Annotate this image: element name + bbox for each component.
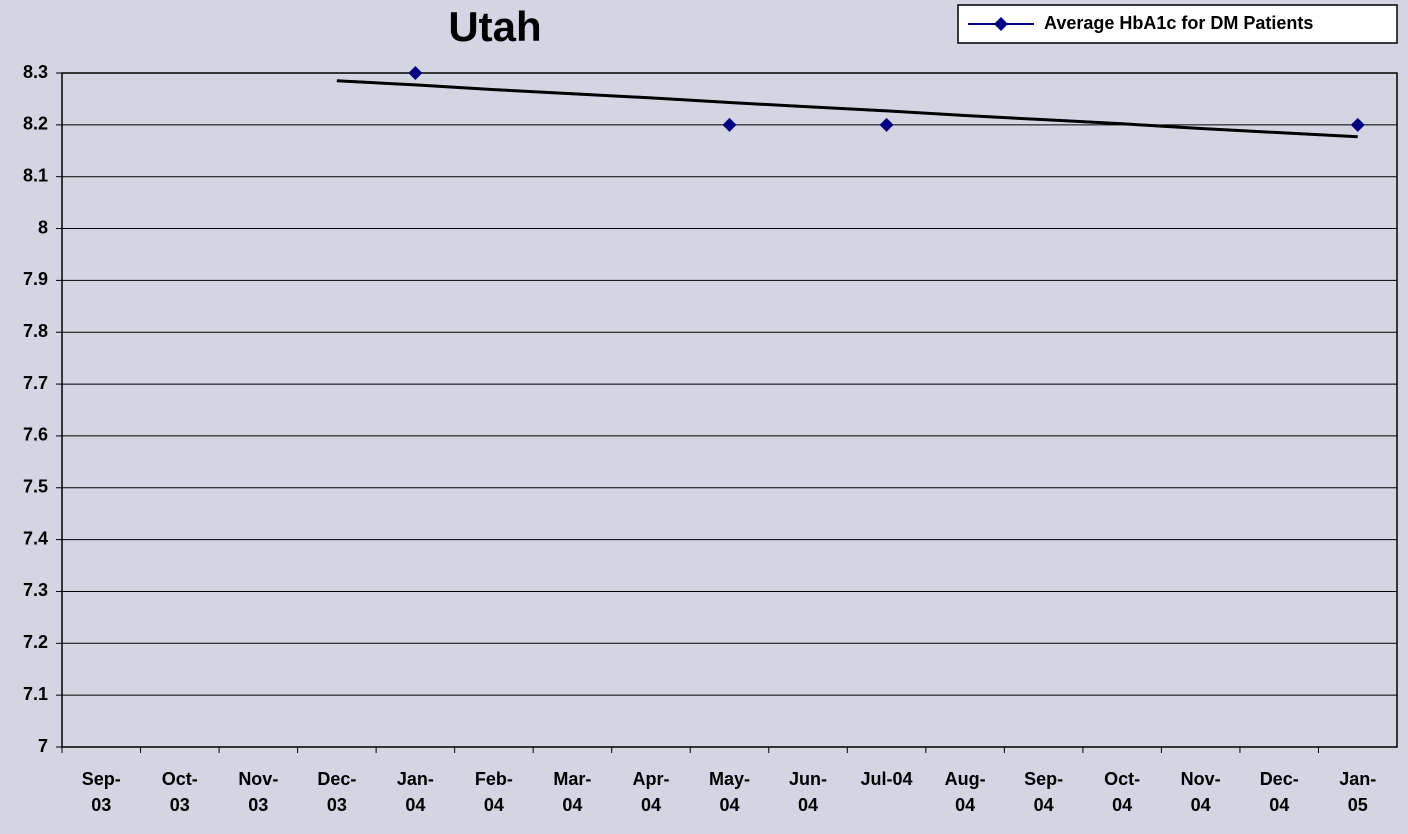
y-tick-label: 7.3 — [23, 580, 48, 600]
trendline — [336, 79, 1358, 139]
x-tick-label-line: Jan- — [1339, 769, 1376, 789]
data-point — [408, 66, 423, 80]
x-tick-label: Dec- 04 — [1260, 769, 1299, 815]
x-tick-label-line: Nov- — [238, 769, 278, 789]
y-tick-label: 8 — [38, 217, 48, 237]
y-tick-label: 7.4 — [23, 528, 48, 548]
x-tick-label-line: 03 — [91, 795, 111, 815]
x-tick-label: Aug- 04 — [945, 769, 986, 815]
x-tick-label: Jul-04 — [861, 769, 913, 789]
x-tick-label: Feb- 04 — [475, 769, 513, 815]
x-tick-label-line: 04 — [484, 795, 504, 815]
y-tick-label: 7 — [38, 736, 48, 756]
x-tick-label: Sep- 04 — [1024, 769, 1063, 815]
x-tick-label-line: Apr- — [632, 769, 669, 789]
x-tick-label-line: 04 — [719, 795, 739, 815]
x-tick-label: Oct- 04 — [1104, 769, 1140, 815]
x-tick-label-line: Aug- — [945, 769, 986, 789]
x-tick-label-line: 03 — [170, 795, 190, 815]
x-tick-label-line: Jan- — [397, 769, 434, 789]
legend-label: Average HbA1c for DM Patients — [1044, 13, 1313, 33]
x-tick-label: Mar- 04 — [553, 769, 591, 815]
data-point — [1350, 117, 1365, 132]
y-tick-label: 7.5 — [23, 477, 48, 497]
x-tick-label-line: Sep- — [82, 769, 121, 789]
x-tick-label-line: Feb- — [475, 769, 513, 789]
y-tick-label: 7.1 — [23, 684, 48, 704]
x-tick-label-line: 04 — [1269, 795, 1289, 815]
x-tick-label-line: 04 — [562, 795, 582, 815]
x-tick-label-line: 04 — [1112, 795, 1132, 815]
x-tick-label-line: Sep- — [1024, 769, 1063, 789]
x-tick-label: Jan- 04 — [397, 769, 434, 815]
y-tick-label: 8.2 — [23, 114, 48, 134]
x-tick-label-line: Oct- — [1104, 769, 1140, 789]
x-tick-label-line: Jun- — [789, 769, 827, 789]
x-tick-label: May- 04 — [709, 769, 750, 815]
x-tick-label: Dec- 03 — [317, 769, 356, 815]
x-tick-label: Apr- 04 — [632, 769, 669, 815]
y-tick-label: 8.3 — [23, 62, 48, 82]
x-tick-label: Jun- 04 — [789, 769, 827, 815]
y-tick-label: 7.2 — [23, 632, 48, 652]
chart-title: Utah — [448, 3, 541, 50]
y-tick-label: 8.1 — [23, 165, 48, 185]
y-tick-label: 7.8 — [23, 321, 48, 341]
data-point — [879, 117, 894, 132]
x-tick-label: Jan- 05 — [1339, 769, 1376, 815]
legend-marker — [994, 17, 1008, 31]
x-tick-label-line: 04 — [641, 795, 661, 815]
x-tick-label: Nov- 03 — [238, 769, 278, 815]
x-tick-label-line: May- — [709, 769, 750, 789]
y-tick-label: 7.7 — [23, 373, 48, 393]
x-tick-label-line: 04 — [405, 795, 425, 815]
x-tick-label-line: 04 — [1034, 795, 1054, 815]
y-tick-label: 7.9 — [23, 269, 48, 289]
data-point — [722, 117, 737, 132]
x-tick-label-line: Mar- — [553, 769, 591, 789]
x-tick-label-line: Oct- — [162, 769, 198, 789]
x-tick-label-line: Nov- — [1181, 769, 1221, 789]
x-tick-label: Oct- 03 — [162, 769, 198, 815]
x-tick-label-line: Dec- — [1260, 769, 1299, 789]
x-tick-label-line: 03 — [327, 795, 347, 815]
y-tick-label: 7.6 — [23, 425, 48, 445]
x-tick-label: Sep- 03 — [82, 769, 121, 815]
x-tick-label-line: 03 — [248, 795, 268, 815]
plot-area — [62, 73, 1397, 747]
x-tick-label-line: 04 — [798, 795, 818, 815]
x-tick-label-line: Dec- — [317, 769, 356, 789]
x-tick-label-line: 04 — [1191, 795, 1211, 815]
x-tick-label-line: 04 — [955, 795, 975, 815]
x-tick-label: Nov- 04 — [1181, 769, 1221, 815]
x-tick-label-line: 05 — [1348, 795, 1368, 815]
plot-border — [61, 72, 1398, 748]
